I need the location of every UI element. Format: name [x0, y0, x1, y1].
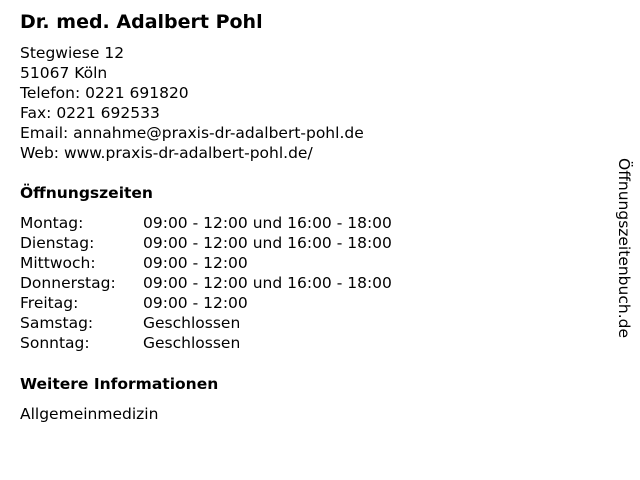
day-hours: 09:00 - 12:00 — [143, 254, 248, 272]
day-hours: 09:00 - 12:00 und 16:00 - 18:00 — [143, 214, 392, 232]
day-label: Montag: — [20, 214, 84, 232]
day-hours: 09:00 - 12:00 — [143, 294, 248, 312]
day-label: Dienstag: — [20, 234, 95, 252]
day-label: Samstag: — [20, 314, 94, 332]
website: Web: www.praxis-dr-adalbert-pohl.de/ — [20, 144, 313, 162]
day-hours: Geschlossen — [143, 314, 241, 332]
day-hours: 09:00 - 12:00 und 16:00 - 18:00 — [143, 274, 392, 292]
day-label: Sonntag: — [20, 334, 90, 352]
day-label: Donnerstag: — [20, 274, 116, 292]
info-heading: Weitere Informationen — [20, 375, 219, 393]
day-hours: Geschlossen — [143, 334, 241, 352]
email: Email: annahme@praxis-dr-adalbert-pohl.d… — [20, 124, 364, 142]
day-label: Mittwoch: — [20, 254, 96, 272]
page-title: Dr. med. Adalbert Pohl — [20, 11, 263, 33]
phone: Telefon: 0221 691820 — [20, 84, 189, 102]
city: 51067 Köln — [20, 64, 108, 82]
day-hours: 09:00 - 12:00 und 16:00 - 18:00 — [143, 234, 392, 252]
hours-heading: Öffnungszeiten — [20, 184, 153, 202]
street: Stegwiese 12 — [20, 44, 125, 62]
watermark-vertical: Öffnungszeitenbuch.de — [615, 158, 633, 338]
day-label: Freitag: — [20, 294, 79, 312]
info-text: Allgemeinmedizin — [20, 405, 159, 423]
fax: Fax: 0221 692533 — [20, 104, 160, 122]
